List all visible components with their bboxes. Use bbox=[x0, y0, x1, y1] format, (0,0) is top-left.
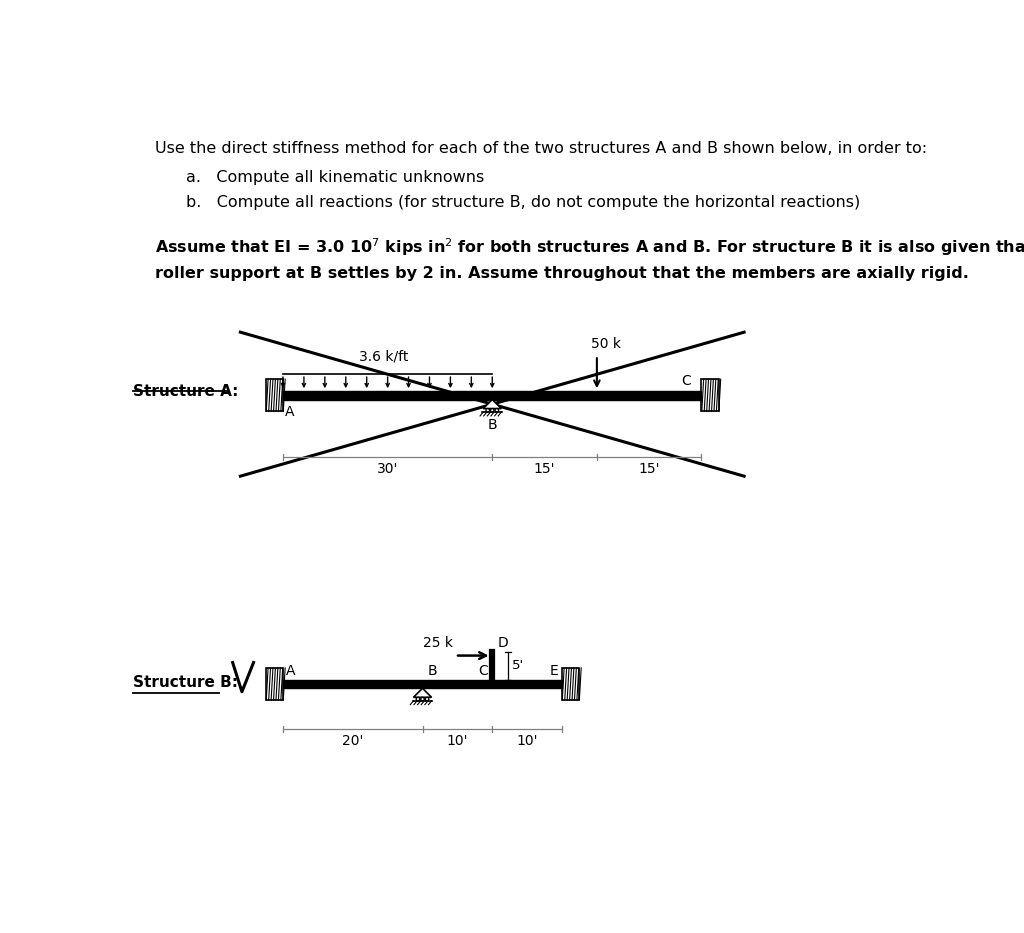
Polygon shape bbox=[483, 399, 502, 409]
Text: b.   Compute all reactions (for structure B, do not compute the horizontal react: b. Compute all reactions (for structure … bbox=[186, 195, 860, 210]
Bar bbox=[266, 379, 283, 411]
Text: 5': 5' bbox=[512, 660, 523, 673]
Polygon shape bbox=[414, 689, 431, 697]
Text: B: B bbox=[487, 418, 497, 432]
Text: 15': 15' bbox=[638, 463, 659, 477]
Text: 10': 10' bbox=[446, 734, 468, 748]
Bar bbox=[701, 379, 719, 411]
Circle shape bbox=[421, 697, 424, 701]
Text: C: C bbox=[478, 664, 487, 678]
Circle shape bbox=[495, 409, 499, 412]
Text: Structure B:: Structure B: bbox=[133, 675, 238, 690]
Text: 20': 20' bbox=[342, 734, 364, 748]
Text: E: E bbox=[549, 664, 558, 678]
Circle shape bbox=[490, 409, 494, 412]
Text: 3.6 k/ft: 3.6 k/ft bbox=[359, 349, 409, 363]
Text: roller support at B settles by 2 in. Assume throughout that the members are axia: roller support at B settles by 2 in. Ass… bbox=[155, 266, 969, 281]
Text: 25 k: 25 k bbox=[424, 636, 454, 650]
Circle shape bbox=[416, 697, 420, 701]
Text: D: D bbox=[498, 636, 509, 650]
Text: a.   Compute all kinematic unknowns: a. Compute all kinematic unknowns bbox=[186, 171, 484, 186]
Text: C: C bbox=[681, 373, 691, 387]
Text: A: A bbox=[286, 405, 295, 419]
Text: Use the direct stiffness method for each of the two structures A and B shown bel: Use the direct stiffness method for each… bbox=[155, 141, 928, 156]
Bar bbox=[562, 668, 579, 701]
Bar bbox=[266, 668, 283, 701]
Text: B: B bbox=[427, 664, 437, 678]
Text: Assume that EI = 3.0 10$^7$ kips in$^2$ for both structures A and B. For structu: Assume that EI = 3.0 10$^7$ kips in$^2$ … bbox=[155, 236, 1024, 258]
Circle shape bbox=[486, 409, 489, 412]
Circle shape bbox=[425, 697, 429, 701]
Text: Structure A:: Structure A: bbox=[133, 384, 238, 399]
Text: A: A bbox=[286, 664, 296, 678]
Text: 10': 10' bbox=[516, 734, 538, 748]
Text: 15': 15' bbox=[534, 463, 555, 477]
Text: 50 k: 50 k bbox=[591, 338, 621, 352]
Text: 30': 30' bbox=[377, 463, 398, 477]
